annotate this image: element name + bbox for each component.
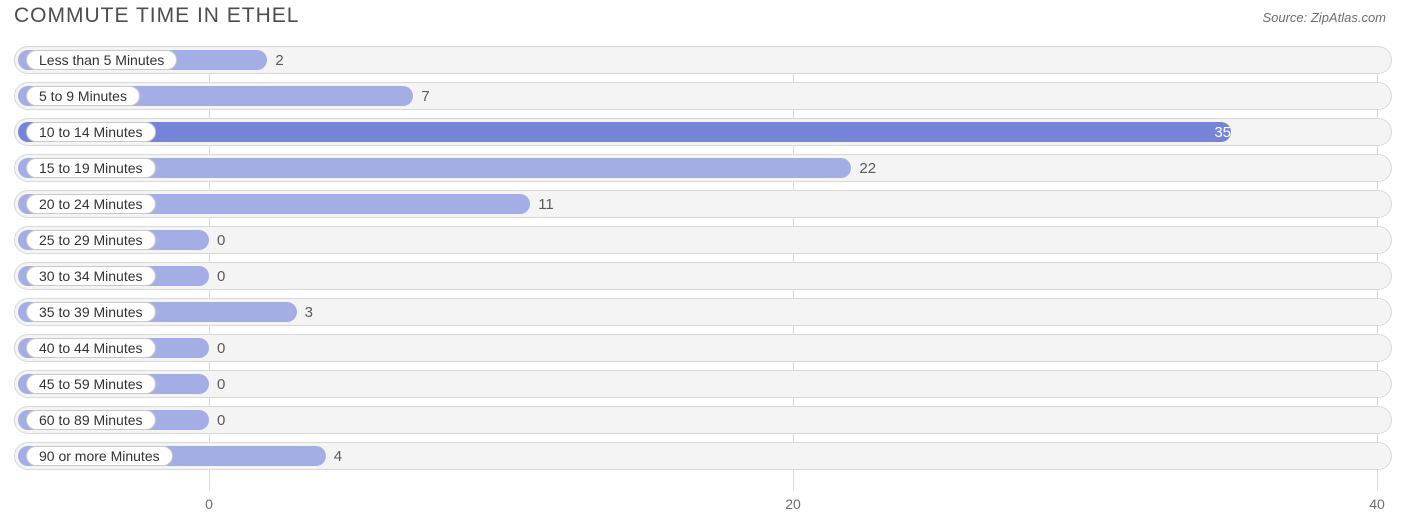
chart-row: 45 to 59 Minutes 0 bbox=[14, 370, 1392, 398]
category-pill: Less than 5 Minutes bbox=[26, 50, 177, 70]
x-axis-labels: 0 20 40 bbox=[14, 496, 1392, 516]
plot-area: Less than 5 Minutes 2 5 to 9 Minutes 7 10 to… bbox=[14, 46, 1392, 490]
chart-row: 20 to 24 Minutes 11 bbox=[14, 190, 1392, 218]
chart-row: 40 to 44 Minutes 0 bbox=[14, 334, 1392, 362]
x-axis-tick: 20 bbox=[785, 496, 801, 512]
category-pill: 60 to 89 Minutes bbox=[26, 410, 156, 430]
category-pill: 90 or more Minutes bbox=[26, 446, 173, 466]
category-pill: 45 to 59 Minutes bbox=[26, 374, 156, 394]
category-pill: 40 to 44 Minutes bbox=[26, 338, 156, 358]
chart-title: COMMUTE TIME IN ETHEL bbox=[14, 4, 299, 28]
value-label: 4 bbox=[334, 442, 342, 470]
category-pill: 30 to 34 Minutes bbox=[26, 266, 156, 286]
value-label: 0 bbox=[217, 406, 225, 434]
category-pill: 20 to 24 Minutes bbox=[26, 194, 156, 214]
value-label: 3 bbox=[305, 298, 313, 326]
category-pill: 35 to 39 Minutes bbox=[26, 302, 156, 322]
value-label: 0 bbox=[217, 370, 225, 398]
value-label: 22 bbox=[859, 154, 876, 182]
chart-row: 10 to 14 Minutes35 bbox=[14, 118, 1392, 146]
category-pill: 15 to 19 Minutes bbox=[26, 158, 156, 178]
chart-row: 35 to 39 Minutes 3 bbox=[14, 298, 1392, 326]
chart-row: 5 to 9 Minutes 7 bbox=[14, 82, 1392, 110]
value-label: 2 bbox=[275, 46, 283, 74]
chart-row: 15 to 19 Minutes 22 bbox=[14, 154, 1392, 182]
x-axis-tick: 40 bbox=[1369, 496, 1385, 512]
commute-time-chart: COMMUTE TIME IN ETHEL Source: ZipAtlas.c… bbox=[0, 0, 1406, 523]
chart-row: 30 to 34 Minutes 0 bbox=[14, 262, 1392, 290]
value-label: 11 bbox=[538, 190, 554, 218]
chart-row: 60 to 89 Minutes 0 bbox=[14, 406, 1392, 434]
chart-row: 90 or more Minutes 4 bbox=[14, 442, 1392, 470]
value-label: 7 bbox=[421, 82, 429, 110]
chart-row: Less than 5 Minutes 2 bbox=[14, 46, 1392, 74]
chart-source: Source: ZipAtlas.com bbox=[1262, 10, 1386, 25]
category-pill: 25 to 29 Minutes bbox=[26, 230, 156, 250]
value-label: 35 bbox=[18, 118, 1231, 146]
value-label: 0 bbox=[217, 226, 225, 254]
chart-row: 25 to 29 Minutes 0 bbox=[14, 226, 1392, 254]
x-axis-tick: 0 bbox=[205, 496, 213, 512]
category-pill: 5 to 9 Minutes bbox=[26, 86, 140, 106]
value-label: 0 bbox=[217, 334, 225, 362]
value-label: 0 bbox=[217, 262, 225, 290]
